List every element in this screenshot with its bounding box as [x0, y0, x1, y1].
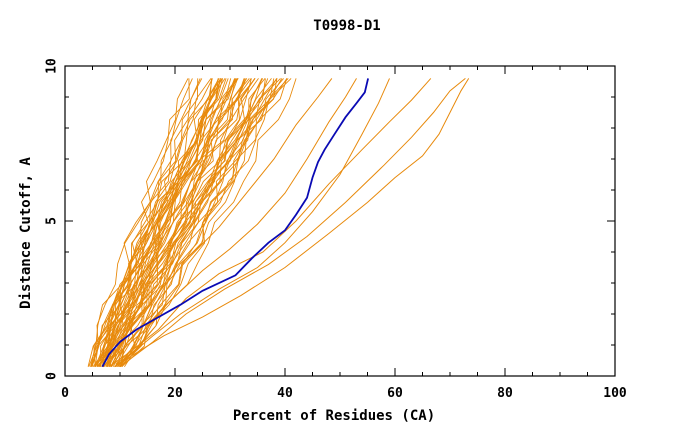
x-tick-label: 80 — [497, 386, 513, 401]
model-curve-outer-4 — [114, 78, 390, 368]
model-curve — [108, 78, 269, 367]
x-axis-label: Percent of Residues (CA) — [233, 408, 435, 424]
chart-title: T0998-D1 — [313, 18, 380, 34]
x-axis-tick-labels: 0 20 40 60 80 100 — [61, 386, 627, 401]
x-tick-label: 60 — [387, 386, 403, 401]
y-axis-label: Distance Cutoff, A — [18, 157, 34, 309]
highlight-model-curve — [101, 78, 369, 368]
x-tick-label: 0 — [61, 386, 69, 401]
model-curve — [124, 78, 297, 367]
model-curve — [101, 78, 220, 367]
model-curve-outer-2 — [119, 78, 466, 368]
y-tick-label: 5 — [45, 217, 60, 225]
model-curve — [102, 78, 247, 367]
model-curve — [98, 78, 213, 367]
x-tick-label: 20 — [167, 386, 183, 401]
model-curve — [119, 78, 284, 367]
model-curve — [93, 78, 232, 367]
model-curve — [110, 78, 256, 367]
x-tick-label: 40 — [277, 386, 293, 401]
model-curve-outer-3 — [108, 78, 432, 368]
x-tick-label: 100 — [603, 386, 627, 401]
highlight-series — [101, 78, 369, 368]
model-curve — [119, 78, 266, 367]
y-tick-label: 10 — [45, 58, 60, 74]
plot-area-frame — [64, 65, 616, 377]
model-curve — [108, 78, 238, 367]
model-curve-outer-6 — [97, 78, 333, 368]
model-curve-outer-1 — [114, 78, 470, 368]
model-curve — [99, 78, 223, 367]
model-curve — [90, 78, 201, 367]
model-curve — [107, 78, 239, 367]
model-curve — [110, 78, 250, 367]
model-curve — [107, 78, 245, 367]
y-axis-tick-labels: 0 5 10 — [45, 58, 60, 380]
model-curve — [115, 78, 281, 367]
model-curve — [120, 78, 263, 367]
series-lines — [87, 78, 470, 368]
model-curve — [121, 78, 264, 368]
y-tick-label: 0 — [45, 372, 60, 380]
model-curve — [117, 78, 289, 367]
model-curve — [110, 78, 246, 367]
model-curve — [96, 78, 212, 367]
model-curve — [101, 78, 227, 367]
model-curve-outer-5 — [103, 78, 357, 368]
tick-marks — [64, 65, 616, 377]
